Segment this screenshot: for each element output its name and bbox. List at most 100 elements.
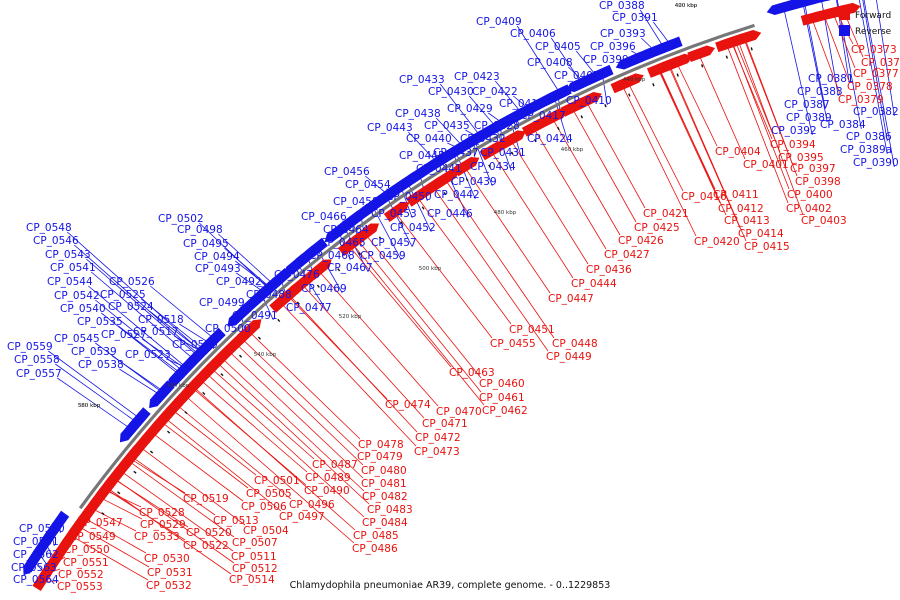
- reverse-gene-label: CP_0382: [853, 106, 899, 118]
- reverse-gene-label: CP_0384: [820, 119, 866, 131]
- forward-gene-feature: [141, 419, 164, 444]
- arc-marker: [443, 191, 447, 196]
- reverse-gene-label: CP_0502: [158, 213, 204, 225]
- forward-gene-label: CP_0522: [183, 540, 229, 552]
- leader-line: [194, 389, 307, 486]
- forward-gene-label: CP_0451: [509, 324, 555, 336]
- reverse-gene-label: CP_0453: [371, 208, 417, 220]
- reverse-gene-label: CP_0435: [424, 120, 470, 132]
- forward-gene-label: CP_0481: [361, 478, 407, 490]
- leader-line: [109, 489, 232, 575]
- arc-marker: [510, 151, 514, 155]
- leader-line: [107, 491, 142, 508]
- reverse-gene-label: CP_0525: [100, 289, 146, 301]
- forward-gene-label: CP_0398: [795, 176, 841, 188]
- map-caption: Chlamydophila pneumoniae AR39, complete …: [290, 580, 611, 591]
- leader-line: [876, 0, 895, 117]
- leader-line: [732, 44, 790, 190]
- forward-gene-feature: [726, 32, 755, 49]
- legend-reverse-swatch: [839, 25, 850, 36]
- gene-labels: CP_0388CP_0391CP_0393CP_0396CP_0399CP_04…: [7, 0, 900, 593]
- reverse-gene-label: CP_0440: [406, 133, 452, 145]
- reverse-gene-label: CP_0389: [786, 112, 832, 124]
- reverse-gene-label: CP_0543: [45, 249, 91, 261]
- leader-line: [212, 369, 315, 460]
- reverse-gene-label: CP_0524: [108, 301, 154, 313]
- forward-gene-label: CP_0412: [718, 203, 764, 215]
- reverse-gene-label: CP_0526: [109, 276, 155, 288]
- leader-line: [824, 17, 850, 82]
- leader-line: [88, 285, 188, 369]
- forward-gene-label: CP_0415: [744, 241, 790, 253]
- forward-gene-label: CP_0531: [147, 567, 193, 579]
- forward-gene-label: CP_0461: [479, 392, 525, 404]
- leader-line: [553, 120, 621, 236]
- leader-line: [303, 285, 425, 419]
- reverse-gene-label: CP_0469: [301, 283, 347, 295]
- arc-marker: [557, 126, 560, 131]
- reverse-gene-label: CP_0441: [416, 163, 462, 175]
- tick-label: 460 kbp: [561, 147, 584, 153]
- reverse-gene-label: CP_0388: [599, 0, 645, 12]
- leader-line: [353, 245, 485, 406]
- legend-forward-swatch: [839, 9, 850, 20]
- forward-gene-label: CP_0529: [140, 519, 186, 531]
- leader-line: [659, 71, 721, 204]
- forward-gene-label: CP_0462: [482, 405, 528, 417]
- arc-marker: [149, 450, 154, 454]
- reverse-gene-label: CP_0476: [274, 269, 320, 281]
- tick-label: 480 kbp: [494, 210, 517, 216]
- leader-line: [174, 411, 257, 476]
- reverse-gene-label: CP_0419: [499, 98, 545, 110]
- forward-gene-label: CP_0478: [358, 439, 404, 451]
- reverse-gene-feature: [151, 381, 174, 406]
- arc-marker: [337, 268, 341, 272]
- reverse-gene-label: CP_0450: [386, 191, 432, 203]
- forward-gene-label: CP_0479: [357, 451, 403, 463]
- forward-gene-feature: [405, 186, 432, 207]
- leader-line: [622, 87, 697, 237]
- forward-gene-label: CP_0416: [681, 191, 727, 203]
- arc-marker: [316, 284, 320, 288]
- leader-line: [55, 363, 138, 424]
- forward-gene-label: CP_0549: [70, 531, 116, 543]
- reverse-gene-label: CP_0387: [784, 99, 830, 111]
- reverse-gene-label: CP_0517: [133, 326, 179, 338]
- forward-gene-feature: [119, 444, 142, 470]
- reverse-gene-label: CP_0424: [527, 133, 573, 145]
- leader-line: [844, 12, 864, 58]
- arc-marker: [357, 252, 361, 256]
- forward-gene-label: CP_0394: [770, 139, 816, 151]
- reverse-gene-label: CP_0557: [16, 368, 62, 380]
- forward-gene-label: CP_0413: [724, 215, 770, 227]
- leader-line: [163, 423, 249, 489]
- arc-marker: [378, 236, 382, 240]
- leader-line: [73, 537, 149, 581]
- arc-marker: [133, 470, 137, 474]
- reverse-gene-label: CP_0407: [554, 70, 600, 82]
- forward-gene-feature: [453, 156, 480, 177]
- reverse-gene-label: CP_0540: [60, 303, 106, 315]
- reverse-gene-label: CP_0535: [77, 316, 123, 328]
- reverse-gene-label: CP_0428: [474, 120, 520, 132]
- reverse-gene-label: CP_0538: [78, 359, 124, 371]
- arc-marker: [580, 115, 584, 119]
- leader-line: [670, 67, 747, 242]
- leader-line: [86, 258, 199, 357]
- arc-marker: [421, 206, 425, 210]
- leader-line: [141, 448, 246, 526]
- leader-line: [178, 406, 292, 500]
- arc-marker: [465, 178, 469, 182]
- legend-forward-label: Forward: [855, 11, 891, 21]
- leader-line: [224, 247, 272, 289]
- leader-line: [511, 142, 589, 265]
- reverse-gene-label: CP_0430: [428, 86, 474, 98]
- reverse-gene-label: CP_0389a: [840, 144, 892, 156]
- reverse-gene-label: CP_0498: [177, 224, 223, 236]
- reverse-gene-label: CP_0562: [13, 549, 59, 561]
- reverse-gene-label: CP_0417: [520, 110, 566, 122]
- leader-line: [48, 350, 142, 420]
- forward-gene-label: CP_0449: [546, 351, 592, 363]
- forward-gene-label: CP_0403: [801, 215, 847, 227]
- leader-line: [727, 46, 789, 204]
